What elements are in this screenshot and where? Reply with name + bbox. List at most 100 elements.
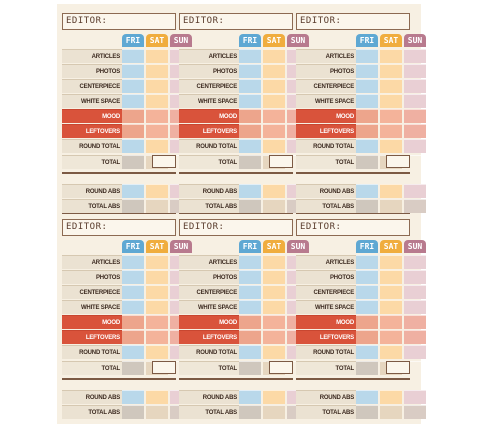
- score-cell[interactable]: [263, 49, 285, 63]
- score-cell[interactable]: [380, 345, 402, 359]
- abs-cell[interactable]: [263, 405, 285, 419]
- score-cell[interactable]: [380, 64, 402, 78]
- score-cell[interactable]: [239, 94, 261, 108]
- score-cell[interactable]: [239, 270, 261, 284]
- editor-field[interactable]: EDITOR:: [179, 219, 293, 236]
- score-cell[interactable]: [356, 300, 378, 314]
- abs-cell[interactable]: [122, 199, 144, 213]
- abs-cell[interactable]: [356, 199, 378, 213]
- score-cell[interactable]: [146, 255, 168, 269]
- score-cell[interactable]: [380, 270, 402, 284]
- abs-cell[interactable]: [146, 199, 168, 213]
- score-cell[interactable]: [356, 94, 378, 108]
- abs-cell[interactable]: [239, 199, 261, 213]
- score-cell[interactable]: [122, 79, 144, 93]
- abs-cell[interactable]: [263, 199, 285, 213]
- abs-cell[interactable]: [122, 184, 144, 198]
- abs-cell[interactable]: [356, 390, 378, 404]
- score-cell[interactable]: [239, 79, 261, 93]
- abs-cell[interactable]: [239, 184, 261, 198]
- score-cell[interactable]: [380, 49, 402, 63]
- score-cell[interactable]: [404, 285, 426, 299]
- abs-cell[interactable]: [380, 199, 402, 213]
- abs-cell[interactable]: [239, 390, 261, 404]
- score-cell[interactable]: [263, 64, 285, 78]
- editor-field[interactable]: EDITOR:: [296, 13, 410, 30]
- abs-cell[interactable]: [263, 390, 285, 404]
- abs-cell[interactable]: [146, 390, 168, 404]
- score-cell[interactable]: [146, 139, 168, 153]
- score-cell[interactable]: [404, 49, 426, 63]
- score-cell[interactable]: [146, 64, 168, 78]
- score-cell[interactable]: [356, 79, 378, 93]
- score-cell[interactable]: [263, 94, 285, 108]
- score-cell[interactable]: [380, 300, 402, 314]
- abs-cell[interactable]: [122, 405, 144, 419]
- score-cell[interactable]: [122, 124, 144, 138]
- score-cell[interactable]: [404, 300, 426, 314]
- score-cell[interactable]: [380, 315, 402, 329]
- score-cell[interactable]: [263, 285, 285, 299]
- score-cell[interactable]: [404, 330, 426, 344]
- score-cell[interactable]: [146, 94, 168, 108]
- score-cell[interactable]: [146, 300, 168, 314]
- score-cell[interactable]: [380, 109, 402, 123]
- score-cell[interactable]: [239, 315, 261, 329]
- score-cell[interactable]: [122, 315, 144, 329]
- score-cell[interactable]: [239, 285, 261, 299]
- score-cell[interactable]: [122, 109, 144, 123]
- grand-total-box[interactable]: [152, 155, 176, 168]
- score-cell[interactable]: [263, 255, 285, 269]
- score-cell[interactable]: [356, 139, 378, 153]
- score-cell[interactable]: [356, 255, 378, 269]
- score-cell[interactable]: [404, 345, 426, 359]
- score-cell[interactable]: [146, 345, 168, 359]
- abs-cell[interactable]: [404, 199, 426, 213]
- abs-cell[interactable]: [146, 184, 168, 198]
- score-cell[interactable]: [404, 315, 426, 329]
- score-cell[interactable]: [356, 49, 378, 63]
- abs-cell[interactable]: [356, 405, 378, 419]
- score-cell[interactable]: [356, 361, 378, 375]
- score-cell[interactable]: [356, 270, 378, 284]
- score-cell[interactable]: [356, 285, 378, 299]
- score-cell[interactable]: [146, 330, 168, 344]
- editor-field[interactable]: EDITOR:: [179, 13, 293, 30]
- score-cell[interactable]: [239, 155, 261, 169]
- score-cell[interactable]: [122, 255, 144, 269]
- abs-cell[interactable]: [380, 405, 402, 419]
- grand-total-box[interactable]: [152, 361, 176, 374]
- score-cell[interactable]: [356, 345, 378, 359]
- score-cell[interactable]: [404, 155, 426, 169]
- score-cell[interactable]: [356, 155, 378, 169]
- abs-cell[interactable]: [239, 405, 261, 419]
- score-cell[interactable]: [122, 49, 144, 63]
- score-cell[interactable]: [380, 139, 402, 153]
- score-cell[interactable]: [146, 79, 168, 93]
- score-cell[interactable]: [122, 139, 144, 153]
- score-cell[interactable]: [239, 49, 261, 63]
- score-cell[interactable]: [263, 300, 285, 314]
- score-cell[interactable]: [263, 270, 285, 284]
- editor-field[interactable]: EDITOR:: [296, 219, 410, 236]
- score-cell[interactable]: [146, 285, 168, 299]
- score-cell[interactable]: [404, 94, 426, 108]
- score-cell[interactable]: [356, 124, 378, 138]
- abs-cell[interactable]: [146, 405, 168, 419]
- score-cell[interactable]: [380, 285, 402, 299]
- score-cell[interactable]: [122, 94, 144, 108]
- score-cell[interactable]: [122, 155, 144, 169]
- abs-cell[interactable]: [404, 184, 426, 198]
- score-cell[interactable]: [122, 285, 144, 299]
- score-cell[interactable]: [146, 109, 168, 123]
- editor-field[interactable]: EDITOR:: [62, 219, 176, 236]
- score-cell[interactable]: [263, 315, 285, 329]
- score-cell[interactable]: [404, 124, 426, 138]
- score-cell[interactable]: [263, 330, 285, 344]
- abs-cell[interactable]: [404, 405, 426, 419]
- score-cell[interactable]: [356, 109, 378, 123]
- score-cell[interactable]: [146, 315, 168, 329]
- score-cell[interactable]: [263, 79, 285, 93]
- score-cell[interactable]: [380, 94, 402, 108]
- score-cell[interactable]: [356, 330, 378, 344]
